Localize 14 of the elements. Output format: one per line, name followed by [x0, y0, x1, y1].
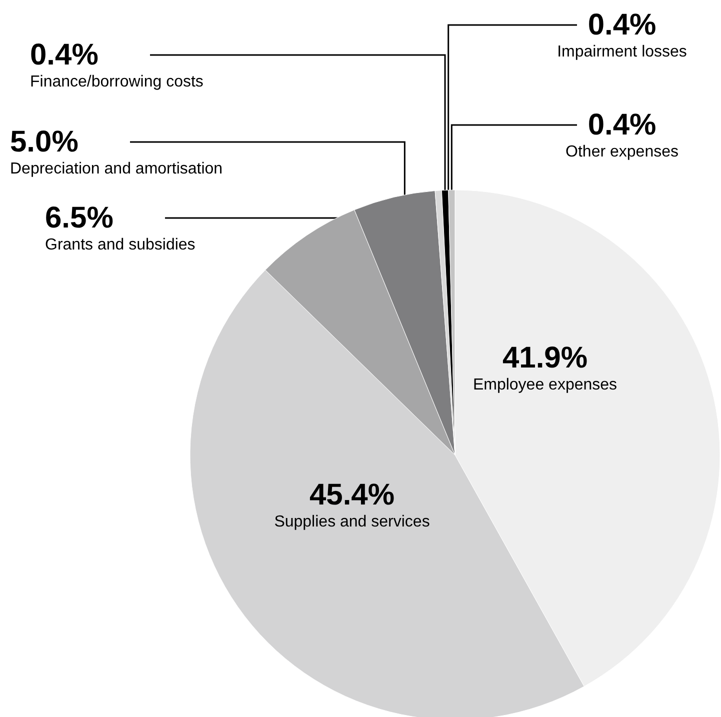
slice-label: Employee expenses — [472, 376, 618, 394]
slice-label: Impairment losses — [557, 44, 687, 60]
slice-label: Grants and subsidies — [45, 236, 196, 254]
data-label: 6.5% — [45, 202, 114, 234]
data-label: 0.4% — [30, 38, 98, 72]
data-label: 0.4% — [588, 108, 656, 142]
slice-label: Finance/borrowing costs — [30, 74, 204, 90]
slice-label: Supplies and services — [274, 514, 430, 530]
data-label: 45.4% — [309, 478, 395, 512]
slice-label: Depreciation and amortisation — [10, 160, 223, 178]
slice-label: Other expenses — [566, 144, 678, 160]
data-label: 0.4% — [588, 8, 656, 42]
data-label: 41.9% — [502, 342, 588, 374]
data-label: 5.0% — [10, 126, 78, 158]
